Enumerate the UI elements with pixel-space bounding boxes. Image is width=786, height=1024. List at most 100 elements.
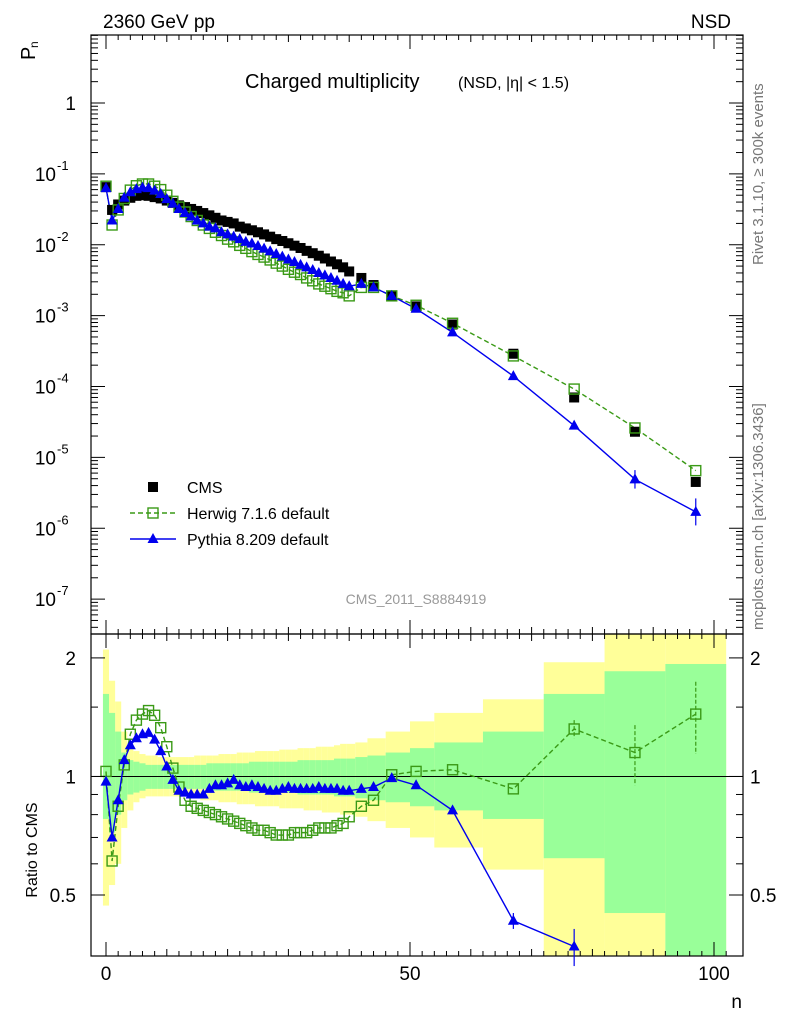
herwig-ratio-point — [446, 764, 459, 776]
pythia-point — [288, 256, 300, 267]
herwig-ratio-point — [246, 822, 258, 834]
pythia-point — [276, 250, 288, 261]
cms-point — [313, 250, 324, 261]
pythia-ratio-point — [130, 732, 142, 743]
pythia-ratio-point — [149, 733, 161, 744]
herwig-point — [568, 383, 580, 395]
band-inner — [127, 760, 134, 795]
ratio-y-tick-label-left: 1 — [65, 767, 76, 788]
pythia-ratio-point — [112, 794, 124, 805]
cms-point — [265, 231, 276, 242]
herwig-point — [343, 290, 355, 302]
pythia-point — [149, 184, 161, 195]
herwig-ratio-point — [276, 829, 289, 841]
herwig-point — [313, 278, 325, 290]
legend-label: Herwig 7.1.6 default — [187, 506, 330, 523]
band-inner — [334, 758, 341, 797]
herwig-point — [690, 464, 702, 477]
x-tick-label: 50 — [399, 964, 420, 985]
pythia-ratio-point — [161, 760, 173, 771]
pythia-point — [228, 230, 240, 241]
herwig-ratio-point — [136, 708, 149, 720]
cms-point — [253, 227, 263, 238]
pythia-point — [507, 370, 519, 381]
main-y-tick-exponent: -5 — [57, 441, 69, 456]
pythia-point — [155, 188, 167, 199]
cms-point — [332, 259, 343, 270]
pythia-ratio-point — [203, 782, 215, 793]
pythia-point — [307, 264, 319, 275]
cms-point — [508, 348, 519, 359]
cms-point — [210, 212, 221, 223]
cms-point — [301, 245, 312, 256]
cms-point — [277, 235, 288, 246]
band-inner — [109, 712, 116, 833]
pythia-point — [173, 202, 185, 213]
pythia-point — [203, 220, 215, 231]
herwig-ratio-point — [319, 822, 331, 834]
pythia-point — [313, 266, 325, 277]
ratio-axis-label: Ratio to CMS — [24, 802, 41, 897]
band-inner — [346, 758, 356, 797]
pythia-ratio-point — [331, 782, 343, 793]
band-inner — [410, 748, 435, 807]
pythia-point — [355, 277, 367, 288]
herwig-ratio-point — [307, 824, 319, 836]
chart-subtitle: (NSD, |η| < 1.5) — [458, 75, 569, 92]
band-inner — [218, 763, 225, 791]
pythia-point — [331, 274, 343, 285]
band-inner — [273, 761, 280, 793]
pythia-ratio-point — [179, 786, 191, 797]
cms-point — [216, 215, 227, 226]
main-y-tick-exponent: -3 — [57, 300, 69, 315]
pythia-ratio-point — [222, 777, 234, 788]
band-inner — [321, 760, 328, 795]
pythia-ratio-point — [106, 831, 118, 842]
herwig-point — [331, 285, 343, 298]
legend: CMS Herwig 7.1.6 default Pythia 8.209 defa… — [130, 480, 330, 549]
ratio-y-tick-label-right: 1 — [750, 767, 761, 788]
herwig-point — [282, 263, 295, 276]
cms-point — [569, 392, 580, 403]
herwig-ratio-point — [197, 804, 209, 817]
pythia-ratio-point — [173, 784, 185, 795]
cms-point — [186, 203, 197, 214]
pythia-point — [118, 191, 130, 202]
legend-pythia-marker — [147, 533, 159, 543]
cms-point — [192, 205, 203, 216]
herwig-point — [294, 268, 307, 281]
header-left: 2360 GeV pp — [103, 12, 215, 33]
x-tick-label: 100 — [698, 964, 730, 985]
band-inner — [236, 763, 243, 791]
main-panel-series — [100, 178, 702, 526]
pythia-ratio-point — [447, 804, 459, 815]
herwig-ratio-point — [258, 824, 270, 836]
ratio-panel-frame — [90, 633, 744, 957]
pythia-point — [197, 217, 209, 228]
band-inner — [285, 761, 292, 793]
pythia-ratio-point — [252, 781, 264, 792]
main-y-tick-label: 10 — [35, 519, 56, 540]
band-inner — [267, 761, 274, 793]
herwig-ratio-point — [568, 723, 580, 735]
band-inner — [303, 760, 310, 795]
pythia-point — [301, 261, 313, 272]
herwig-ratio-point — [337, 817, 349, 830]
main-y-tick-exponent: -7 — [57, 583, 69, 598]
herwig-ratio-point — [313, 822, 325, 834]
herwig-ratio-line — [105, 709, 697, 862]
herwig-point — [300, 272, 313, 284]
pythia-point — [264, 245, 276, 256]
herwig-ratio-point — [690, 708, 702, 720]
herwig-ratio-point — [507, 783, 520, 795]
pythia-ratio-point — [228, 773, 240, 784]
pythia-point — [240, 235, 252, 246]
pythia-ratio-point — [368, 781, 380, 792]
pythia-point — [167, 197, 179, 208]
cms-point — [234, 221, 245, 232]
band-inner — [367, 755, 386, 801]
pythia-point — [386, 289, 398, 300]
cms-point — [447, 319, 458, 330]
herwig-ratio-point — [629, 746, 641, 759]
cms-point — [271, 234, 282, 245]
